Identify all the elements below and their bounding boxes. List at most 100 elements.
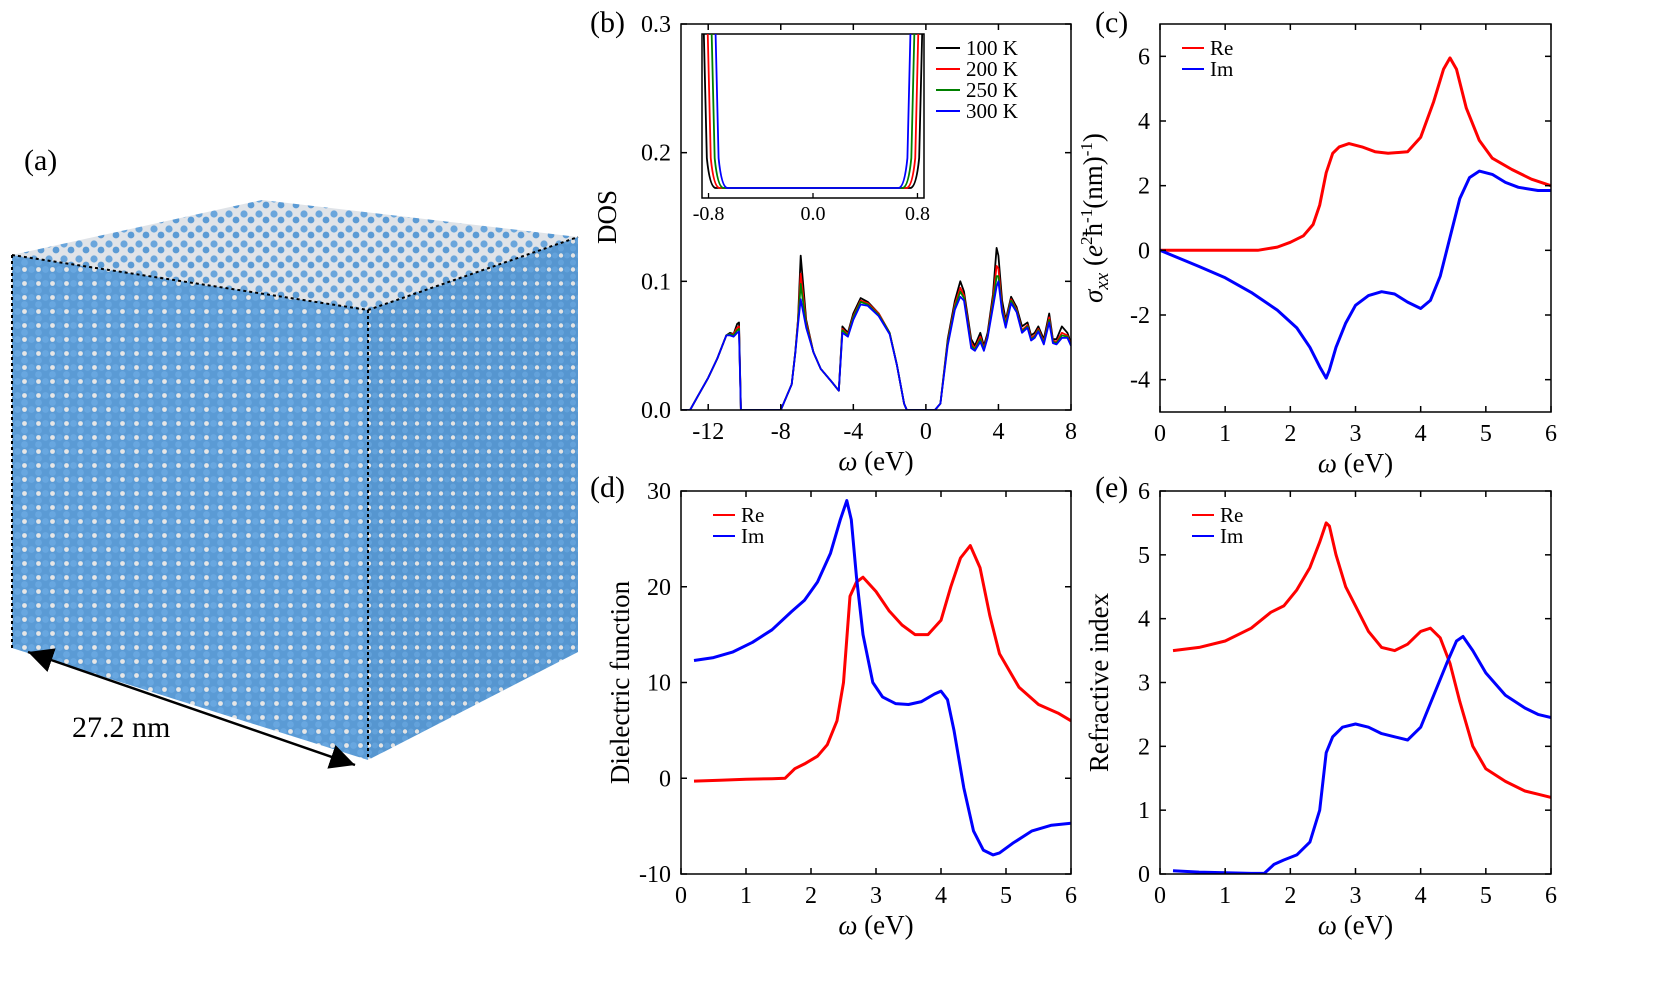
cube-front-face bbox=[12, 255, 368, 760]
legend-label-Im: Im bbox=[741, 524, 764, 548]
x-tick-label: 4 bbox=[1415, 421, 1427, 447]
inset-frame bbox=[701, 33, 925, 199]
y-axis-units-sup2: -1 bbox=[1077, 209, 1096, 223]
x-tick-label: -8 bbox=[771, 419, 791, 445]
y-tick-label: 1 bbox=[1138, 798, 1150, 824]
legend-label-Im: Im bbox=[1210, 57, 1233, 81]
x-axis-unit: (eV) bbox=[1337, 448, 1393, 478]
x-tick-label: 5 bbox=[1480, 421, 1492, 447]
y-axis-label: DOS bbox=[592, 190, 622, 244]
y-tick-label: 4 bbox=[1138, 109, 1150, 135]
legend-label: 250 K bbox=[966, 78, 1018, 102]
y-tick-label: 0.2 bbox=[641, 141, 671, 167]
y-axis-subscript: xx bbox=[1092, 272, 1113, 290]
x-axis-label: ω (eV) bbox=[838, 910, 913, 940]
y-axis-units-sup: 2 bbox=[1077, 236, 1096, 245]
y-tick-label: 0.1 bbox=[641, 269, 671, 295]
x-tick-label: -12 bbox=[692, 419, 724, 445]
x-tick-label: 3 bbox=[1350, 421, 1362, 447]
axes-frame bbox=[1159, 23, 1552, 413]
y-tick-label: 0.0 bbox=[641, 398, 671, 424]
dimension-arrow bbox=[27, 648, 356, 769]
y-tick-label: 5 bbox=[1138, 543, 1150, 569]
series-line-Im bbox=[1172, 635, 1551, 874]
legend-label-Re: Re bbox=[741, 503, 764, 527]
x-tick-label: 4 bbox=[1415, 883, 1427, 909]
x-axis-label: ω (eV) bbox=[838, 446, 913, 476]
cube-side-face bbox=[368, 237, 578, 760]
y-axis-units: ( bbox=[1078, 257, 1108, 273]
x-tick-label: 2 bbox=[1284, 883, 1296, 909]
x-tick-label: 2 bbox=[1284, 421, 1296, 447]
inset-x-tick-label: 0.0 bbox=[801, 203, 826, 225]
inset-x-tick-label: -0.8 bbox=[693, 203, 725, 225]
y-tick-label: 20 bbox=[647, 575, 671, 601]
y-tick-label: 0 bbox=[1138, 238, 1150, 264]
legend-label: 200 K bbox=[966, 57, 1018, 81]
y-axis-units-hbar: ħ bbox=[1078, 222, 1108, 236]
y-tick-label: 10 bbox=[647, 671, 671, 697]
y-tick-label: 6 bbox=[1138, 44, 1150, 70]
y-axis-units-nm: (nm) bbox=[1078, 156, 1108, 208]
x-tick-label: 6 bbox=[1545, 883, 1557, 909]
x-tick-label: 0 bbox=[1154, 883, 1166, 909]
x-axis-symbol: ω bbox=[838, 910, 857, 940]
dimension-label: 27.2 nm bbox=[72, 711, 170, 744]
y-axis-symbol: σ bbox=[1078, 288, 1108, 303]
x-axis-symbol: ω bbox=[1318, 448, 1337, 478]
y-tick-label: 2 bbox=[1138, 734, 1150, 760]
series-line-Im bbox=[693, 499, 1071, 857]
x-tick-label: 4 bbox=[992, 419, 1004, 445]
x-tick-label: 1 bbox=[1219, 421, 1231, 447]
inset-line-300-K bbox=[714, 33, 912, 189]
x-tick-label: 1 bbox=[1219, 883, 1231, 909]
x-tick-label: 2 bbox=[805, 883, 817, 909]
series-line-Im bbox=[1160, 169, 1551, 380]
y-tick-label: 0 bbox=[1138, 862, 1150, 888]
x-axis-unit: (eV) bbox=[857, 446, 913, 476]
panel-label: (c) bbox=[1095, 6, 1128, 39]
x-axis-unit: (eV) bbox=[857, 910, 913, 940]
chart-panel-e: (e) 0 1 2 3 4 5 6 0 1 2 3 4 5 6 ω (eV) Refractive index R… bbox=[1084, 471, 1557, 940]
panel-label: (b) bbox=[590, 6, 625, 39]
x-axis-symbol: ω bbox=[1318, 910, 1337, 940]
series-line-100-K bbox=[681, 247, 1071, 410]
y-tick-label: 0.3 bbox=[641, 12, 671, 38]
y-axis-units-e: e bbox=[1078, 245, 1108, 257]
x-tick-label: 3 bbox=[1350, 883, 1362, 909]
panel-a: (a) 27.2 nm bbox=[11, 144, 579, 769]
x-tick-label: 5 bbox=[1000, 883, 1012, 909]
x-tick-label: 6 bbox=[1545, 421, 1557, 447]
y-tick-label: -4 bbox=[1130, 368, 1150, 394]
legend-label-Im: Im bbox=[1220, 524, 1243, 548]
series-line-300-K bbox=[681, 280, 1071, 410]
x-axis-symbol: ω bbox=[838, 446, 857, 476]
axes-frame bbox=[680, 490, 1072, 875]
x-tick-label: 3 bbox=[870, 883, 882, 909]
legend-label-Re: Re bbox=[1220, 503, 1243, 527]
series-line-Re bbox=[1172, 521, 1551, 799]
y-tick-label: -2 bbox=[1130, 303, 1150, 329]
series-line-250-K bbox=[681, 275, 1071, 410]
x-tick-label: 8 bbox=[1065, 419, 1077, 445]
inset-x-tick-label: 0.8 bbox=[905, 203, 930, 225]
x-tick-label: 0 bbox=[920, 419, 932, 445]
y-axis-label: Refractive index bbox=[1084, 592, 1114, 772]
x-axis-label: ω (eV) bbox=[1318, 910, 1393, 940]
x-axis-unit: (eV) bbox=[1337, 910, 1393, 940]
cube-top-face bbox=[12, 200, 578, 310]
series-line-Re bbox=[693, 544, 1071, 783]
x-tick-label: 0 bbox=[1154, 421, 1166, 447]
y-tick-label: 6 bbox=[1138, 479, 1150, 505]
y-axis-label: Dielectric function bbox=[605, 580, 635, 784]
y-tick-label: 3 bbox=[1138, 671, 1150, 697]
x-tick-label: 4 bbox=[935, 883, 947, 909]
x-axis-label: ω (eV) bbox=[1318, 448, 1393, 478]
panel-label: (e) bbox=[1095, 471, 1128, 504]
x-tick-label: 1 bbox=[740, 883, 752, 909]
legend-label-Re: Re bbox=[1210, 36, 1233, 60]
